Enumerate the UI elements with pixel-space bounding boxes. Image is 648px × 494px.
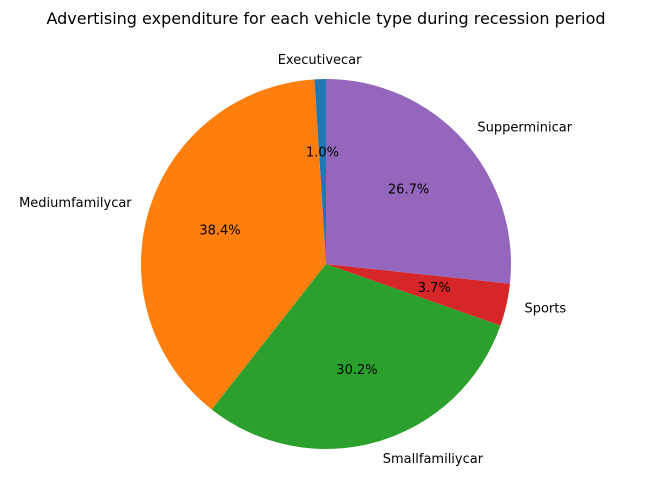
slice-label-executivecar: Executivecar xyxy=(278,53,362,68)
pie-labels: Executivecar 1.0% Mediumfamilycar 38.4% Smal… xyxy=(19,53,573,467)
chart-title: Advertising expenditure for each vehicle… xyxy=(46,9,605,28)
pie-slice-mediumfamilycar xyxy=(141,79,326,410)
pie-slice-smallfamiliycar xyxy=(211,264,501,449)
percent-label-sports: 3.7% xyxy=(418,281,451,296)
pie-slice-supperminicar xyxy=(326,79,511,284)
pie-slice-sports xyxy=(326,264,510,326)
percent-label-mediumfamilycar: 38.4% xyxy=(199,224,240,239)
percent-label-smallfamiliycar: 30.2% xyxy=(336,363,377,378)
percent-label-executivecar: 1.0% xyxy=(306,146,339,161)
slice-label-mediumfamilycar: Mediumfamilycar xyxy=(19,196,132,211)
percent-label-supperminicar: 26.7% xyxy=(388,182,429,197)
slice-label-supperminicar: Supperminicar xyxy=(477,120,572,135)
pie-slices xyxy=(141,79,511,449)
slice-label-smallfamiliycar: Smallfamiliycar xyxy=(383,452,484,467)
pie-slice-executivecar xyxy=(314,79,326,264)
slice-label-sports: Sports xyxy=(524,302,566,317)
